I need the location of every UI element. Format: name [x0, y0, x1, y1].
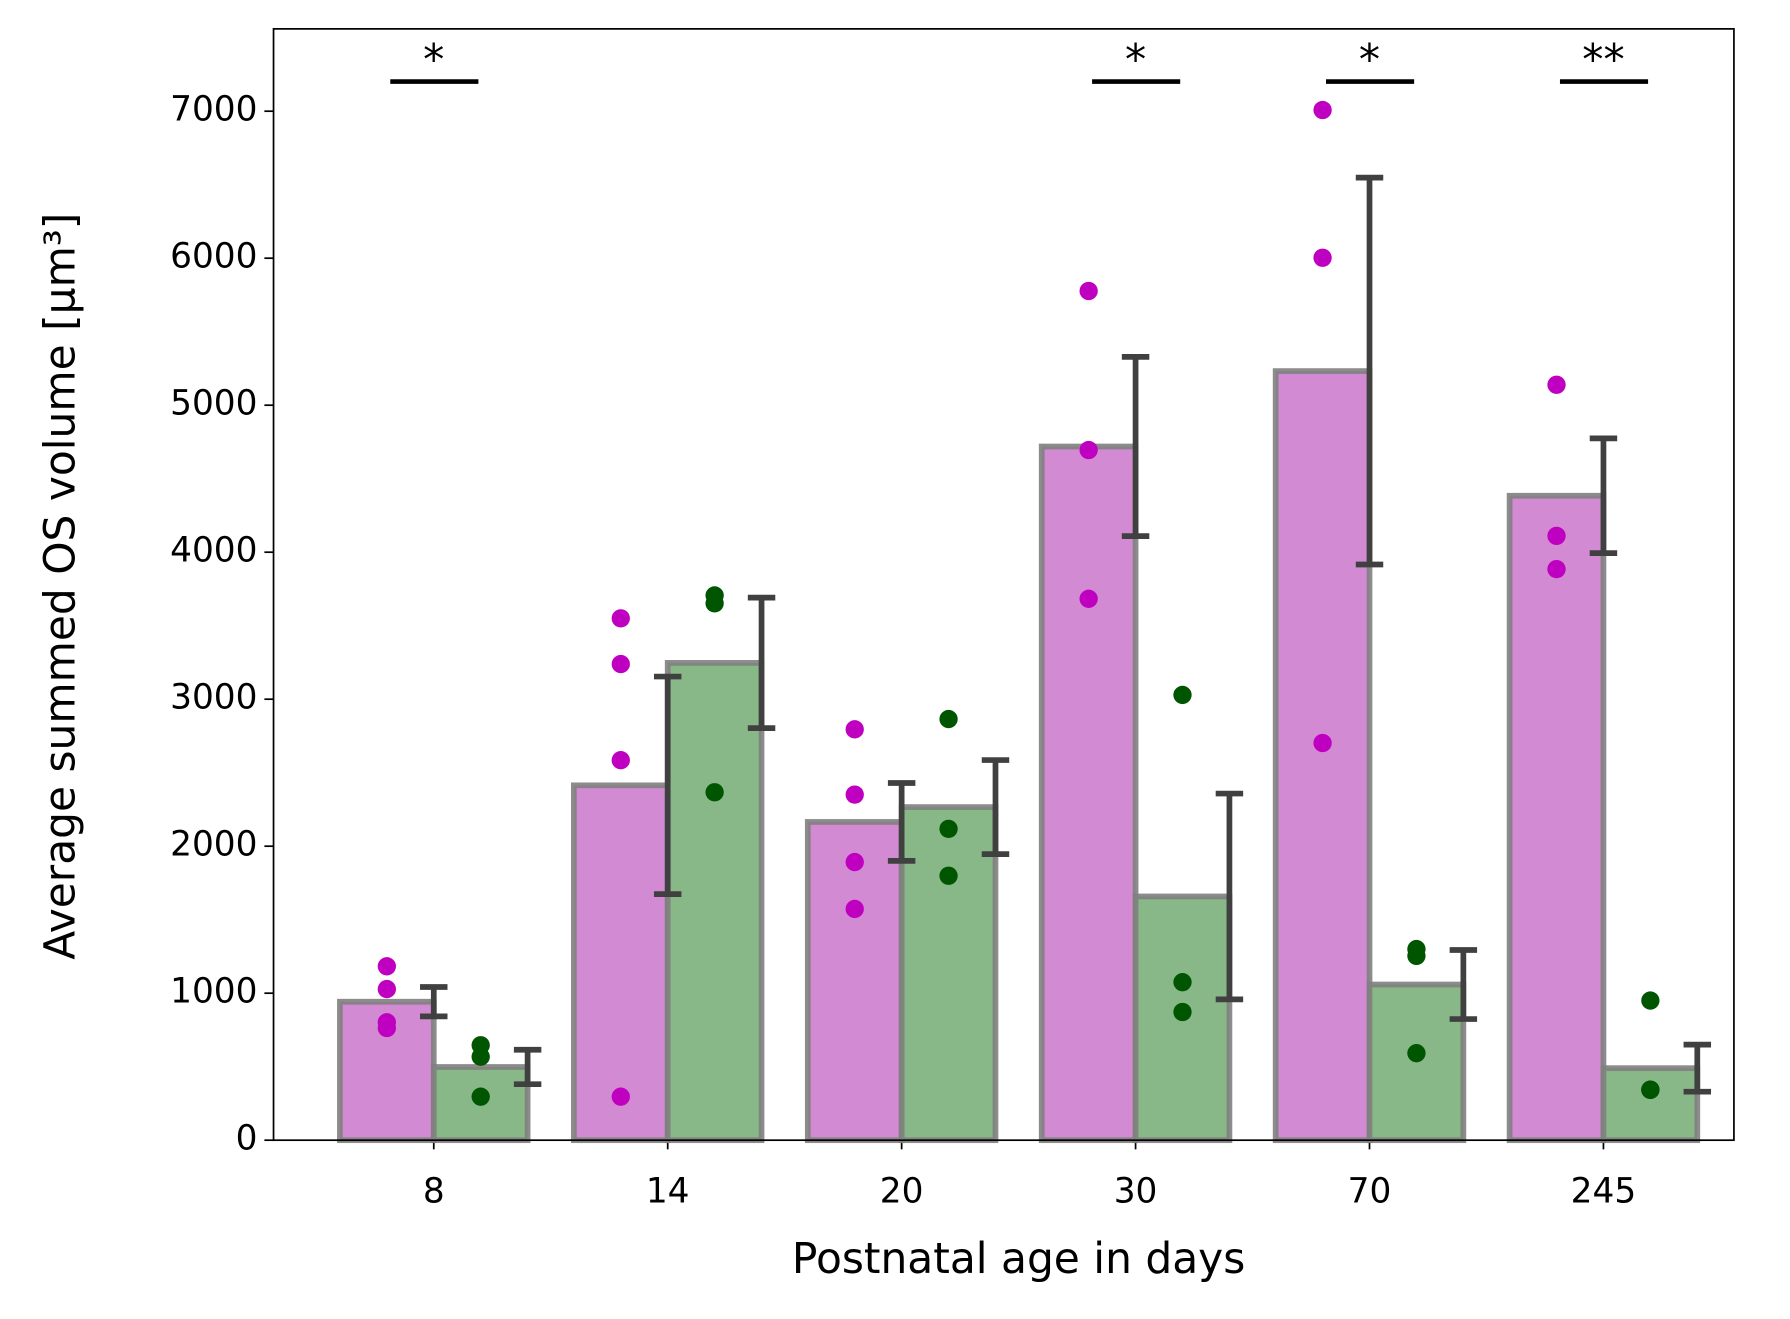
data-point — [1313, 100, 1332, 120]
data-point — [1079, 440, 1098, 460]
data-point — [1641, 1080, 1660, 1099]
data-point — [611, 1087, 630, 1106]
bar — [1038, 443, 1139, 1144]
data-point — [1547, 559, 1566, 579]
data-point — [1407, 1044, 1426, 1063]
data-point — [1547, 375, 1566, 394]
bar — [570, 782, 671, 1144]
data-point — [1313, 248, 1332, 267]
data-point — [939, 709, 958, 729]
bar — [1506, 492, 1607, 1144]
data-point — [471, 1087, 490, 1106]
y-axis-label: Average summed OS volume [μm³] — [35, 213, 84, 960]
data-point — [1547, 526, 1566, 546]
data-point — [705, 594, 724, 613]
data-point — [611, 751, 630, 770]
data-point — [377, 957, 396, 976]
data-point — [1407, 946, 1426, 966]
y-tick-label: 2000 — [170, 825, 257, 865]
bar — [1366, 981, 1467, 1144]
y-tick-label: 3000 — [170, 678, 257, 718]
data-point — [611, 609, 630, 628]
data-point — [939, 866, 958, 885]
y-tick-label: 4000 — [170, 531, 257, 571]
data-point — [845, 899, 864, 919]
plot-frame — [272, 28, 1735, 1142]
significance-label: ** — [1582, 36, 1624, 85]
data-point — [1173, 685, 1192, 705]
bar — [1600, 1065, 1701, 1144]
data-point — [845, 852, 864, 872]
data-point — [1079, 589, 1098, 608]
x-tick-label: 14 — [646, 1171, 690, 1211]
x-tick-label: 20 — [880, 1171, 924, 1211]
x-axis-label: Postnatal age in days — [792, 1234, 1245, 1283]
significance-label: * — [423, 36, 444, 85]
x-tick-label: 30 — [1114, 1171, 1158, 1211]
x-tick-label: 8 — [423, 1171, 445, 1211]
bar — [898, 804, 999, 1144]
data-point — [1173, 973, 1192, 992]
data-point — [705, 783, 724, 802]
y-tick-label: 0 — [236, 1119, 258, 1159]
significance-label: * — [1125, 36, 1146, 85]
data-point — [377, 1018, 396, 1038]
significance-label: * — [1359, 36, 1380, 85]
bar — [1272, 368, 1373, 1144]
data-point — [611, 654, 630, 674]
bar — [664, 660, 765, 1144]
data-point — [845, 785, 864, 804]
x-tick-label: 245 — [1571, 1171, 1637, 1211]
data-point — [845, 720, 864, 739]
data-point — [377, 979, 396, 999]
x-tick-label: 70 — [1348, 1171, 1392, 1211]
y-tick-label: 6000 — [170, 237, 257, 277]
data-point — [1313, 733, 1332, 753]
data-point — [1641, 991, 1660, 1010]
data-point — [939, 819, 958, 839]
data-point — [1079, 281, 1098, 301]
data-point — [1173, 1002, 1192, 1022]
y-tick-label: 1000 — [170, 972, 257, 1012]
y-tick-label: 5000 — [170, 384, 257, 424]
y-tick-label: 7000 — [170, 90, 257, 130]
data-point — [471, 1047, 490, 1066]
